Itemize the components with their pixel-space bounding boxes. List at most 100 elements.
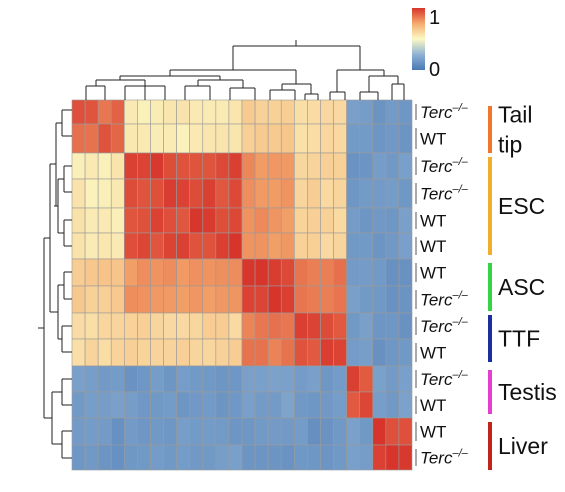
- heatmap-cell: [241, 444, 256, 471]
- heatmap-cell: [189, 417, 204, 446]
- heatmap-cell: [294, 178, 308, 209]
- heatmap-cell: [307, 285, 321, 314]
- heatmap-cell: [84, 417, 99, 446]
- row-label: WT: [420, 237, 446, 256]
- group-bar-asc: [488, 263, 492, 311]
- heatmap-cell: [137, 178, 151, 209]
- top-dendrogram-branches: [85, 40, 405, 100]
- heatmap-cell: [137, 338, 151, 367]
- heatmap-cell: [97, 338, 112, 367]
- heatmap-cell: [294, 152, 308, 180]
- heatmap-cell: [150, 99, 164, 125]
- heatmap-cell: [137, 312, 151, 340]
- heatmap-cell: [254, 338, 269, 367]
- heatmap-cell: [254, 232, 269, 260]
- heatmap-cell: [202, 152, 217, 180]
- row-label: Terc–/–: [420, 448, 469, 468]
- heatmap-cell: [359, 285, 374, 314]
- heatmap-cell: [333, 178, 347, 209]
- heatmap-cell: [359, 232, 374, 260]
- group-bar-liver: [488, 422, 492, 470]
- heatmap-cell: [346, 285, 360, 314]
- heatmap-cell: [215, 207, 230, 234]
- heatmap-cell: [359, 152, 374, 180]
- heatmap-cell: [215, 417, 230, 446]
- heatmap-cell: [71, 152, 86, 180]
- heatmap-cell: [84, 365, 99, 393]
- heatmap-cell: [163, 338, 177, 367]
- heatmap-cell: [176, 391, 190, 419]
- heatmap-cell: [398, 99, 413, 125]
- heatmap-cell: [398, 285, 413, 314]
- heatmap-cell: [84, 258, 99, 287]
- heatmap-cell: [97, 365, 112, 393]
- heatmap-cell: [215, 285, 230, 314]
- heatmap-cell: [267, 123, 282, 154]
- heatmap-cell: [71, 444, 86, 471]
- heatmap-cell: [346, 444, 360, 471]
- heatmap-cell: [137, 444, 151, 471]
- heatmap-cell: [280, 207, 295, 234]
- heatmap-cell: [398, 258, 413, 287]
- heatmap-cell: [150, 123, 164, 154]
- heatmap-cell: [110, 178, 125, 209]
- heatmap-cell: [84, 285, 99, 314]
- heatmap-cell: [189, 312, 204, 340]
- row-label: WT: [420, 396, 446, 415]
- heatmap-cell: [398, 312, 413, 340]
- row-label: WT: [420, 264, 446, 283]
- heatmap-cell: [84, 232, 99, 260]
- heatmap-cell: [333, 444, 347, 471]
- heatmap-cell: [150, 365, 164, 393]
- heatmap-cell: [124, 417, 138, 446]
- heatmap-cell: [346, 123, 360, 154]
- heatmap-cell: [307, 152, 321, 180]
- heatmap-cell: [294, 232, 308, 260]
- row-labels: Terc–/– WT Terc–/– Terc–/– WT WT WT Terc–/– Terc…: [415, 102, 469, 468]
- group-label: Tail: [498, 102, 533, 128]
- heatmap-cell: [163, 123, 177, 154]
- group-label: TTF: [498, 326, 540, 352]
- heatmap-cell: [333, 365, 347, 393]
- heatmap-cell: [333, 99, 347, 125]
- heatmap-cell: [215, 232, 230, 260]
- heatmap-cell: [320, 417, 334, 446]
- heatmap-cell: [150, 152, 164, 180]
- group-label: ASC: [498, 274, 545, 300]
- heatmap-cell: [202, 123, 217, 154]
- heatmap-cell: [163, 391, 177, 419]
- heatmap-cell: [84, 444, 99, 471]
- heatmap-cell: [398, 178, 413, 209]
- heatmap-cell: [385, 232, 400, 260]
- heatmap-cell: [385, 123, 400, 154]
- heatmap-cell: [97, 258, 112, 287]
- heatmap-cell: [320, 444, 334, 471]
- heatmap-cell: [150, 258, 164, 287]
- heatmap-cell: [202, 312, 217, 340]
- heatmap-cell: [294, 285, 308, 314]
- heatmap-cell: [280, 152, 295, 180]
- heatmap-cell: [398, 123, 413, 154]
- heatmap-cell: [176, 258, 190, 287]
- heatmap-cell: [385, 178, 400, 209]
- heatmap-cell: [228, 178, 243, 209]
- heatmap-cell: [280, 99, 295, 125]
- heatmap-cell: [307, 258, 321, 287]
- heatmap-cell: [71, 365, 86, 393]
- heatmap-cell: [346, 312, 360, 340]
- heatmap-cell: [333, 338, 347, 367]
- heatmap-cell: [359, 258, 374, 287]
- heatmap-cell: [228, 417, 243, 446]
- heatmap-cell: [163, 285, 177, 314]
- heatmap-cell: [333, 232, 347, 260]
- heatmap-cell: [124, 99, 138, 125]
- heatmap-cell: [110, 417, 125, 446]
- heatmap-cell: [176, 285, 190, 314]
- heatmap-cell: [84, 178, 99, 209]
- heatmap-cell: [71, 417, 86, 446]
- heatmap-cell: [228, 365, 243, 393]
- heatmap-cell: [320, 365, 334, 393]
- heatmap-cell: [124, 391, 138, 419]
- heatmap-cell: [241, 232, 256, 260]
- heatmap-cell: [307, 178, 321, 209]
